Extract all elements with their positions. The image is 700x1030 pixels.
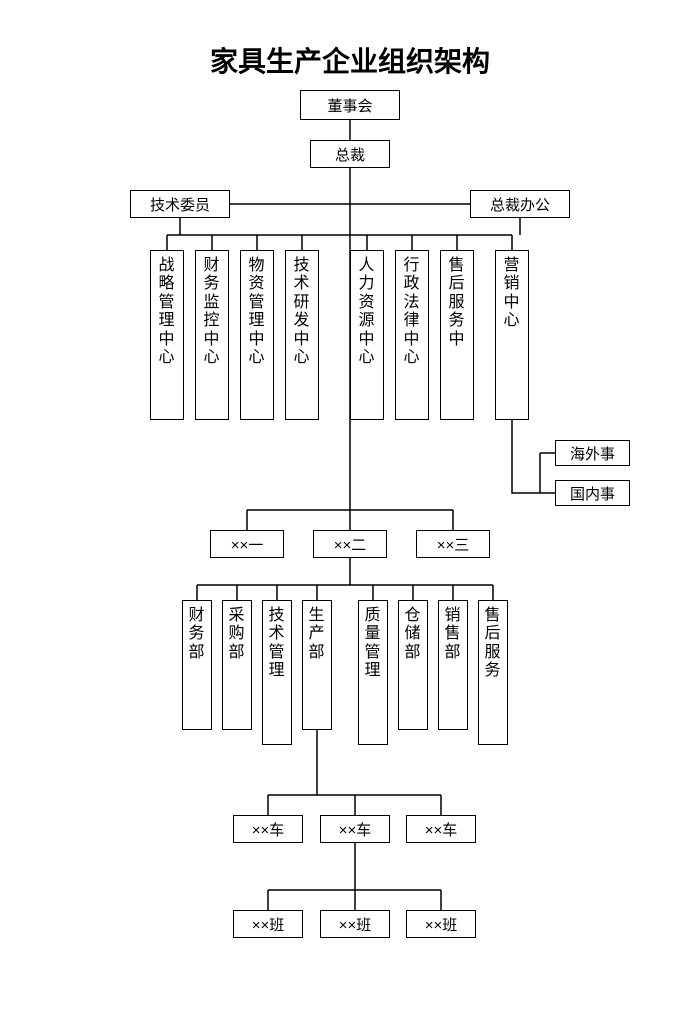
node-workshop_3: ××车 — [406, 815, 476, 843]
node-center_4: 技术研发中心 — [285, 250, 319, 420]
node-tech_committee: 技术委员 — [130, 190, 230, 218]
node-workshop_1: ××车 — [233, 815, 303, 843]
node-workshop_2: ××车 — [320, 815, 390, 843]
node-branch_1: ××一 — [210, 530, 284, 558]
node-president_office: 总裁办公 — [470, 190, 570, 218]
node-center_6: 行政法律中心 — [395, 250, 429, 420]
node-center_1: 战略管理中心 — [150, 250, 184, 420]
node-center_3: 物资管理中心 — [240, 250, 274, 420]
node-team_2: ××班 — [320, 910, 390, 938]
node-dept_3: 技术管理 — [262, 600, 292, 745]
node-dept_1: 财务部 — [182, 600, 212, 730]
node-branch_3: ××三 — [416, 530, 490, 558]
node-team_3: ××班 — [406, 910, 476, 938]
chart-title: 家具生产企业组织架构 — [0, 40, 700, 80]
node-dept_5: 质量管理 — [358, 600, 388, 745]
node-dept_8: 售后服务 — [478, 600, 508, 745]
node-president: 总裁 — [310, 140, 390, 168]
node-team_1: ××班 — [233, 910, 303, 938]
node-center_5: 人力资源中心 — [350, 250, 384, 420]
node-center_8: 营销中心 — [495, 250, 529, 420]
node-dept_4: 生产部 — [302, 600, 332, 730]
node-branch_2: ××二 — [313, 530, 387, 558]
node-center_2: 财务监控中心 — [195, 250, 229, 420]
node-overseas: 海外事 — [555, 440, 630, 466]
node-dept_6: 仓储部 — [398, 600, 428, 730]
node-dept_7: 销售部 — [438, 600, 468, 730]
node-domestic: 国内事 — [555, 480, 630, 506]
node-center_7: 售后服务中 — [440, 250, 474, 420]
node-board: 董事会 — [300, 90, 400, 120]
node-dept_2: 采购部 — [222, 600, 252, 730]
